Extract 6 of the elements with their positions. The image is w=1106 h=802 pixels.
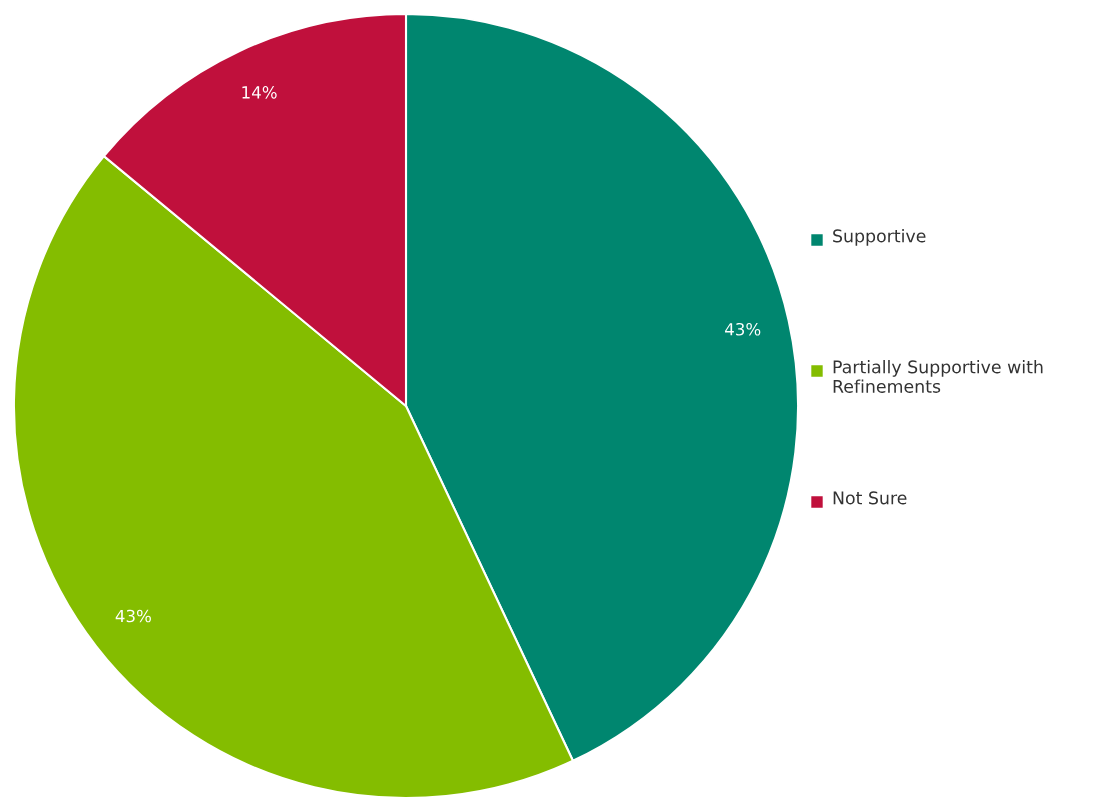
data-label: 14% — [242, 86, 277, 99]
data-label: 43% — [115, 609, 151, 623]
legend-label: Partially Supportive with Refinements — [833, 360, 1043, 393]
data-label: 43% — [725, 322, 761, 336]
legend-label: Supportive — [833, 229, 926, 246]
legend-label: Not Sure — [833, 491, 907, 505]
